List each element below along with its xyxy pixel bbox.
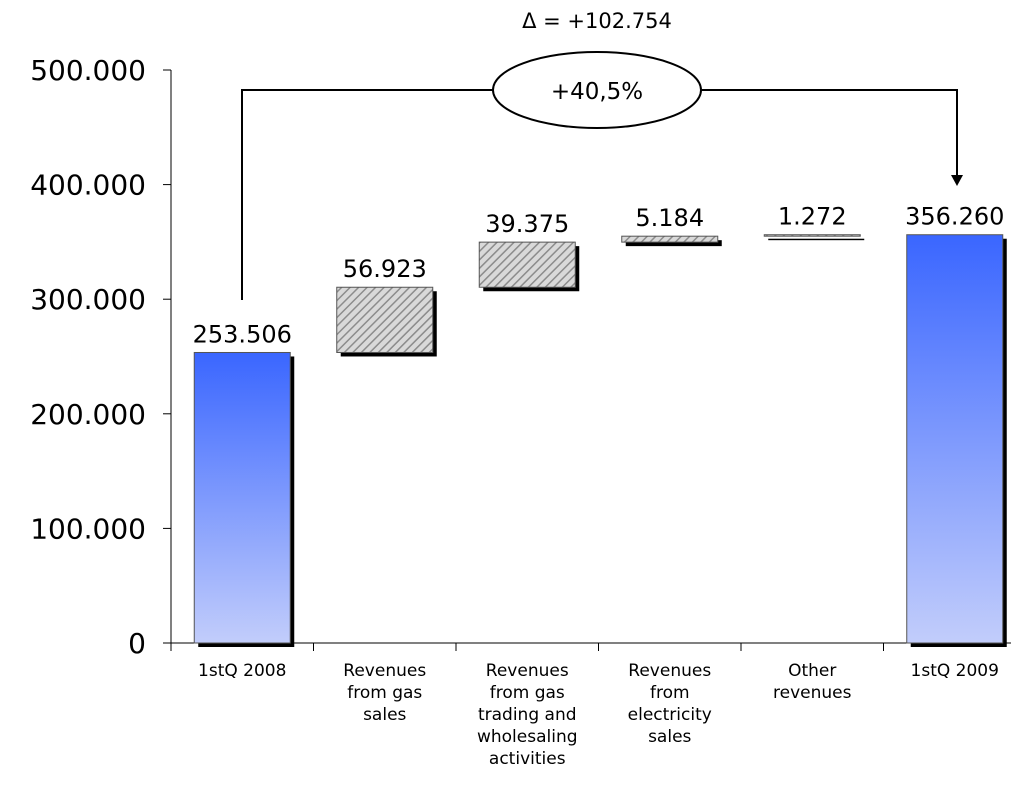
bars	[193, 234, 1007, 647]
y-tick-label: 0	[128, 627, 146, 660]
delta-bracket: +40,5% Δ = +102.754	[241, 9, 963, 300]
bracket-arrowhead	[951, 175, 963, 186]
bar-shadow	[625, 240, 722, 247]
labels: 253.506 56.923 39.375 5.184 1.272 356.260	[193, 203, 1005, 349]
bar-value-label: 5.184	[635, 204, 704, 232]
y-tick-label: 300.000	[30, 283, 146, 316]
category-label: Revenues from electricity sales	[628, 661, 712, 747]
total-bar	[193, 351, 291, 644]
category-label: Revenues from gas trading and wholesaling ac…	[477, 661, 578, 769]
category-label: 1stQ 2009	[911, 661, 999, 681]
percent-ellipse	[492, 51, 702, 129]
increment-bar	[763, 234, 861, 237]
percent-change-label: +40,5%	[551, 79, 643, 105]
increment-bar	[478, 241, 576, 288]
y-tick-label: 500.000	[30, 54, 146, 87]
category-label: Revenues from gas sales	[343, 661, 426, 725]
category-label: 1stQ 2008	[198, 661, 286, 681]
bar-value-label: 356.260	[905, 203, 1004, 231]
increment-bar	[621, 235, 719, 243]
bar-value-label: 39.375	[485, 210, 569, 238]
bar-value-label: 56.923	[343, 255, 427, 283]
axes: 0 100.000 200.000 300.000 400.000 500.000 1stQ…	[30, 54, 1011, 769]
total-bar	[906, 234, 1004, 644]
category-label: Other revenues	[773, 661, 852, 703]
bar-value-label: 253.506	[193, 320, 292, 348]
bar-value-label: 1.272	[778, 203, 847, 231]
delta-label: Δ = +102.754	[522, 9, 672, 33]
y-tick-label: 200.000	[30, 398, 146, 431]
bracket-line	[241, 89, 495, 300]
y-tick-label: 400.000	[30, 169, 146, 202]
bracket-line-right	[700, 89, 958, 176]
bar-shadow	[768, 238, 865, 241]
y-tick-label: 100.000	[30, 512, 146, 545]
increment-bar	[336, 286, 434, 353]
